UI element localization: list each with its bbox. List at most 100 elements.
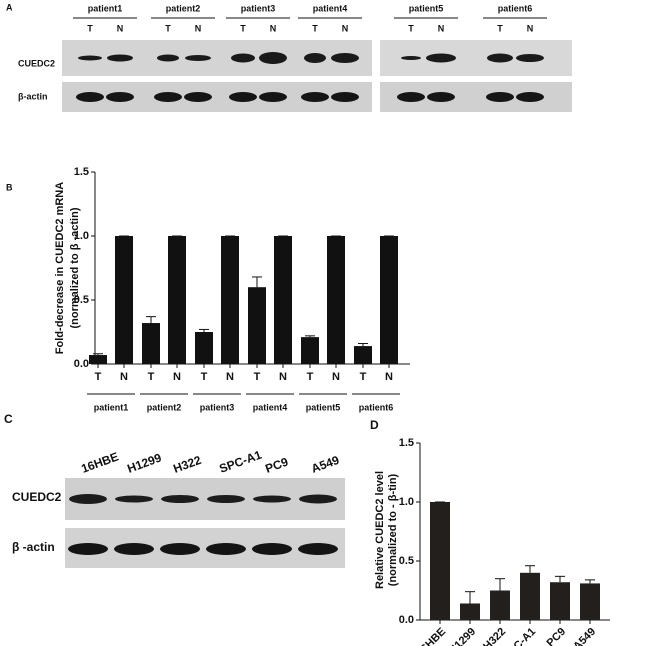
- group-label: patient6: [359, 402, 394, 412]
- band: [331, 53, 359, 63]
- y-axis-label: (normalized to - β-tin): [387, 473, 399, 586]
- band: [516, 54, 544, 62]
- lane-label: A549: [309, 453, 341, 476]
- row-label: CUEDC2: [18, 58, 55, 68]
- band: [115, 495, 153, 503]
- bar: [195, 332, 213, 364]
- band: [331, 92, 359, 102]
- band: [157, 54, 179, 62]
- bar: [354, 346, 372, 364]
- lane-label: N: [438, 23, 445, 33]
- lane-label: 16HBE: [79, 449, 120, 475]
- bar: [550, 582, 570, 620]
- bar: [430, 502, 450, 620]
- x-tick-label: SPC-A1: [501, 626, 538, 646]
- y-axis-label: (normalized to β -actin): [69, 207, 81, 328]
- panel-label: A: [6, 2, 13, 12]
- bar: [580, 583, 600, 620]
- band: [185, 55, 211, 61]
- row-label: β-actin: [18, 91, 48, 101]
- lane-label: N: [195, 23, 202, 33]
- blot: [65, 478, 345, 520]
- x-tick-label: T: [148, 371, 155, 383]
- band: [161, 495, 199, 503]
- lane-label: T: [408, 23, 414, 33]
- band: [106, 92, 134, 102]
- group-label: patient3: [200, 402, 235, 412]
- band: [76, 92, 104, 102]
- panel-label: D: [370, 418, 379, 432]
- panel-label: B: [6, 182, 13, 192]
- group-label: patient1: [88, 3, 123, 13]
- band: [229, 92, 257, 102]
- band: [69, 494, 107, 504]
- band: [114, 543, 154, 555]
- band: [487, 53, 513, 63]
- lane-label: N: [527, 23, 534, 33]
- x-tick-label: T: [95, 371, 102, 383]
- band: [259, 52, 287, 64]
- group-label: patient1: [94, 402, 129, 412]
- band: [427, 92, 455, 102]
- lane-label: T: [497, 23, 503, 33]
- bar: [115, 236, 133, 364]
- band: [231, 53, 255, 63]
- x-tick-label: N: [120, 371, 128, 383]
- bar: [274, 236, 292, 364]
- group-label: patient5: [409, 3, 444, 13]
- x-tick-label: T: [307, 371, 314, 383]
- lane-label: T: [312, 23, 318, 33]
- bar: [327, 236, 345, 364]
- band: [426, 53, 456, 63]
- band: [304, 53, 326, 63]
- band: [299, 494, 337, 504]
- y-tick-label: 1.5: [74, 166, 89, 178]
- lane-label: T: [240, 23, 246, 33]
- band: [206, 543, 246, 555]
- x-tick-label: T: [201, 371, 208, 383]
- band: [397, 92, 425, 102]
- bar: [301, 337, 319, 364]
- lane-label: SPC-A1: [217, 447, 263, 475]
- group-label: patient2: [166, 3, 201, 13]
- x-tick-label: H322: [481, 626, 508, 646]
- x-tick-label: N: [226, 371, 234, 383]
- bar: [460, 603, 480, 620]
- x-tick-label: PC9: [545, 626, 569, 646]
- band: [107, 54, 133, 62]
- bar: [168, 236, 186, 364]
- band: [207, 495, 245, 503]
- band: [298, 543, 338, 555]
- bar: [490, 590, 510, 620]
- bar: [520, 572, 540, 620]
- x-tick-label: T: [254, 371, 261, 383]
- band: [301, 92, 329, 102]
- panel-label: C: [4, 412, 13, 426]
- x-tick-label: N: [332, 371, 340, 383]
- band: [78, 55, 102, 61]
- group-label: patient2: [147, 402, 182, 412]
- x-tick-label: 16HBE: [415, 626, 449, 646]
- lane-label: T: [165, 23, 171, 33]
- bar: [248, 287, 266, 364]
- y-axis-label: Relative CUEDC2 level: [374, 471, 386, 589]
- group-label: patient3: [241, 3, 276, 13]
- lane-label: N: [117, 23, 124, 33]
- band: [253, 495, 291, 503]
- group-label: patient4: [313, 3, 348, 13]
- x-tick-label: N: [173, 371, 181, 383]
- x-tick-label: A549: [571, 626, 598, 646]
- row-label: β -actin: [12, 540, 55, 554]
- lane-label: N: [342, 23, 349, 33]
- band: [259, 92, 287, 102]
- bar: [142, 323, 160, 364]
- lane-label: T: [87, 23, 93, 33]
- band: [160, 543, 200, 555]
- lane-label: PC9: [263, 455, 290, 476]
- band: [252, 543, 292, 555]
- y-tick-label: 1.0: [74, 230, 89, 242]
- y-tick-label: 0.0: [74, 358, 89, 370]
- band: [68, 543, 108, 555]
- bar: [380, 236, 398, 364]
